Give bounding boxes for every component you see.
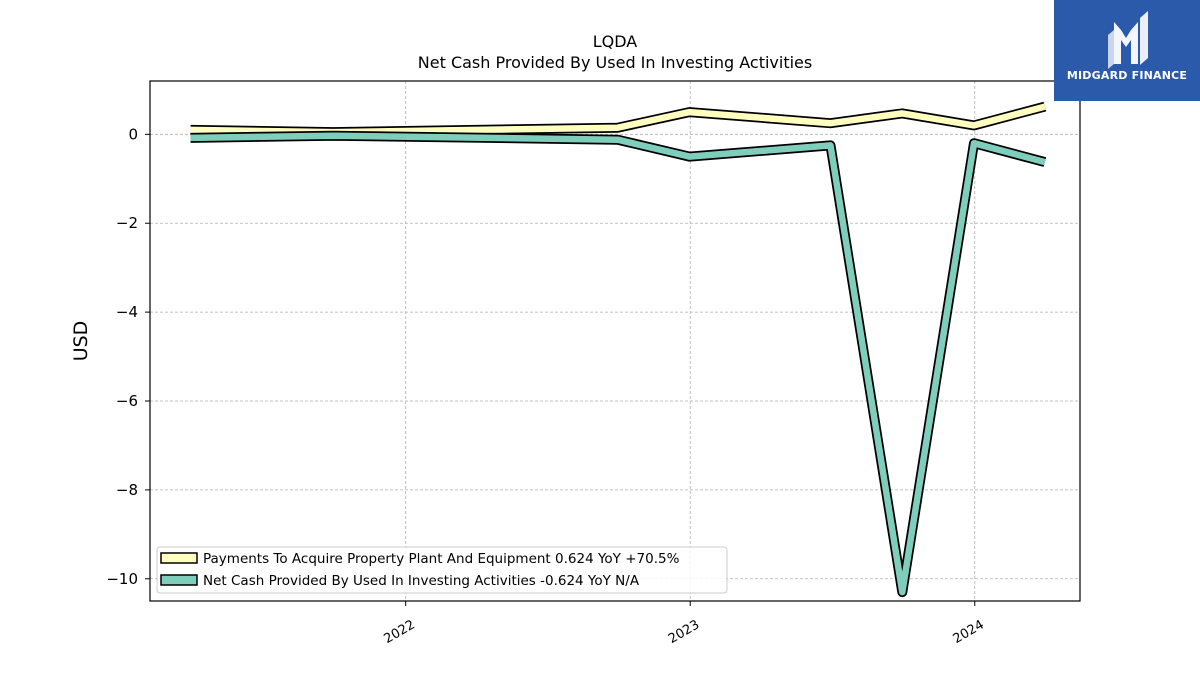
y-tick-label: −2 xyxy=(116,214,138,232)
legend-swatch xyxy=(160,574,198,586)
series-group xyxy=(190,101,1047,598)
y-tick-label: −6 xyxy=(116,392,138,410)
series-line-1 xyxy=(190,132,1046,596)
y-tick-label: −10 xyxy=(106,570,138,588)
y-axis: 0 −2 −4 −6 −8 −10 xyxy=(106,125,150,588)
legend-label: Payments To Acquire Property Plant And E… xyxy=(203,551,680,567)
x-tick-label: 2023 xyxy=(666,617,702,647)
logo-text: MIDGARD FINANCE xyxy=(1066,69,1188,82)
y-axis-label: USD xyxy=(70,321,92,362)
plot-frame xyxy=(149,80,1081,602)
logo-mark-icon xyxy=(1108,11,1148,69)
legend: Payments To Acquire Property Plant And E… xyxy=(156,546,728,594)
legend-label: Net Cash Provided By Used In Investing A… xyxy=(203,573,640,589)
x-axis: 2022 2023 2024 xyxy=(382,601,987,647)
brand-logo: MIDGARD FINANCE xyxy=(1054,0,1200,101)
series-outline-1 xyxy=(190,130,1047,598)
chart-subtitle: Net Cash Provided By Used In Investing A… xyxy=(418,53,812,72)
legend-box xyxy=(156,546,728,594)
legend-swatch xyxy=(160,552,198,564)
x-tick-label: 2024 xyxy=(951,617,987,647)
y-tick-label: 0 xyxy=(128,125,138,143)
x-tick-label: 2022 xyxy=(382,617,418,647)
chart-title: LQDA xyxy=(593,32,638,51)
y-tick-label: −8 xyxy=(116,481,138,499)
y-tick-label: −4 xyxy=(116,303,138,321)
